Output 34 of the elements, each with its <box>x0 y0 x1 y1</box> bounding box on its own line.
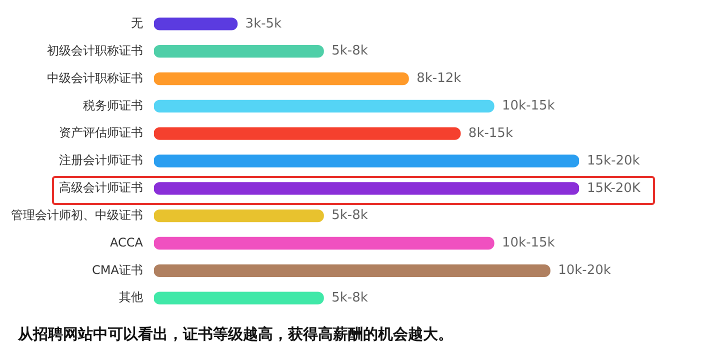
bar <box>154 45 324 58</box>
annotation: 5k-8k <box>332 208 368 224</box>
annotation: 10k-15k <box>502 98 556 114</box>
y-tick-label: 税务师证书 <box>83 98 143 112</box>
bar <box>154 210 324 222</box>
bar <box>154 292 324 304</box>
annotation: 8k-12k <box>416 71 462 86</box>
y-tick-label: 初级会计职称证书 <box>47 43 143 58</box>
annotation: 10k-20k <box>558 263 612 278</box>
y-tick-label: 中级会计职称证书 <box>47 70 143 85</box>
text: 从招聘网站中可以看出，证书等级越高，获得高薪酬的机会越大。 <box>18 325 453 344</box>
bar <box>154 236 494 250</box>
annotation: 8k-15k <box>468 126 514 141</box>
bar <box>154 264 550 278</box>
y-tick-label: 其他 <box>119 290 143 304</box>
annotation: 5k-8k <box>332 44 368 59</box>
bar <box>154 100 494 112</box>
bar <box>154 127 461 140</box>
y-tick-label: CMA证书 <box>92 262 143 277</box>
annotation: 15k-20k <box>587 153 640 168</box>
annotation: 3k-5k <box>245 16 282 32</box>
y-tick-label: 高级会计师证书 <box>59 180 143 195</box>
annotation: 5k-8k <box>332 290 368 306</box>
bar <box>154 72 409 86</box>
bar <box>154 154 579 168</box>
y-tick-label: 资产评估师证书 <box>59 126 143 140</box>
y-tick-label: 管理会计师初、中级证书 <box>11 208 143 222</box>
y-tick-label: ACCA <box>110 235 144 250</box>
bar <box>154 18 238 30</box>
annotation: 10k-15k <box>502 236 556 251</box>
annotation: 15K-20K <box>587 180 641 196</box>
y-tick-label: 注册会计师证书 <box>59 153 143 168</box>
bar <box>154 182 579 195</box>
y-tick-label: 无 <box>131 16 143 30</box>
